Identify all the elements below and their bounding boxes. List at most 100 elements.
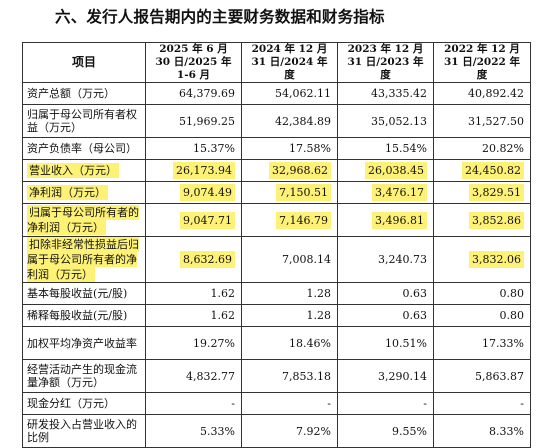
cell-value: 64,379.69: [145, 82, 242, 105]
table-row: 加权平均净资产收益率 19.27% 18.46% 10.51% 17.33%: [22, 326, 531, 360]
cell-value: 20.82%: [433, 137, 531, 160]
cell-value: 3,496.81: [337, 203, 434, 237]
table-row: 经营活动产生的现金流量净额（万元） 4,832.77 7,853.18 3,29…: [22, 359, 531, 393]
table-row-highlighted: 归属于母公司所有者的净利润（万元） 9,047.71 7,146.79 3,49…: [22, 203, 531, 237]
cell-value: 3,240.73: [337, 236, 434, 283]
cell-value: 1.28: [241, 304, 338, 327]
highlight-mark: 26,173.94: [173, 162, 235, 179]
row-label: 现金分红（万元）: [22, 392, 146, 415]
cell-value: 0.80: [433, 304, 531, 327]
page-title: 六、发行人报告期内的主要财务数据和财务指标: [55, 8, 385, 26]
column-header-2022: 2022 年 12 月 31 日/2022 年度: [433, 42, 531, 83]
highlight-mark: 3,496.81: [372, 211, 427, 229]
highlight-mark: 3,476.17: [372, 184, 427, 201]
table-row-highlighted: 净利润（万元） 9,074.49 7,150.51 3,476.17 3,829…: [22, 181, 531, 204]
row-label: 净利润（万元）: [22, 181, 146, 204]
cell-value: 54,062.11: [241, 82, 338, 105]
row-label: 扣除非经常性损益后归属于母公司所有者的净利润（万元）: [22, 236, 146, 283]
row-label: 研发投入占营业收入的比例: [22, 414, 146, 448]
cell-value: 0.63: [337, 282, 434, 305]
table-header-row: 项目 2025 年 6 月 30 日/2025 年 1-6 月 2024 年 1…: [22, 42, 531, 83]
table-row-highlighted: 扣除非经常性损益后归属于母公司所有者的净利润（万元） 8,632.69 7,00…: [22, 236, 531, 283]
row-label: 资产总额（万元）: [22, 82, 146, 105]
row-label: 归属于母公司所有者权益（万元）: [22, 104, 146, 138]
cell-value: 15.54%: [337, 137, 434, 160]
cell-value: 0.80: [433, 282, 531, 305]
cell-value: 8,632.69: [145, 236, 242, 283]
cell-value: 8.33%: [433, 414, 531, 448]
cell-value: 32,968.62: [241, 159, 338, 182]
table-row: 资产负债率（母公司） 15.37% 17.58% 15.54% 20.82%: [22, 137, 531, 160]
highlight-mark: 9,074.49: [180, 184, 235, 201]
cell-value: 43,335.42: [337, 82, 434, 105]
cell-value: 26,038.45: [337, 159, 434, 182]
cell-value: 26,173.94: [145, 159, 242, 182]
highlight-mark: 26,038.45: [365, 162, 427, 179]
table-row-highlighted: 营业收入（万元） 26,173.94 32,968.62 26,038.45 2…: [22, 159, 531, 182]
column-header-2023: 2023 年 12 月 31 日/2023 年度: [337, 42, 434, 83]
cell-value: 15.37%: [145, 137, 242, 160]
cell-value: 3,832.06: [433, 236, 531, 283]
row-label: 经营活动产生的现金流量净额（万元）: [22, 359, 146, 393]
highlight-mark: 3,829.51: [469, 184, 524, 201]
cell-value: 1.62: [145, 304, 242, 327]
table-row: 稀释每股收益(元/股) 1.62 1.28 0.63 0.80: [22, 304, 531, 327]
row-label: 基本每股收益(元/股): [22, 282, 146, 305]
table-row: 现金分红（万元） - - - -: [22, 392, 531, 415]
cell-value: 5.33%: [145, 414, 242, 448]
highlight-mark: 归属于母公司所有者的净利润（万元）: [27, 205, 139, 235]
highlight-mark: 营业收入（万元）: [27, 163, 119, 178]
cell-value: 0.63: [337, 304, 434, 327]
highlight-mark: 3,832.06: [469, 251, 524, 268]
row-label: 资产负债率（母公司）: [22, 137, 146, 160]
cell-value: 35,052.13: [337, 104, 434, 138]
cell-value: -: [433, 392, 531, 415]
cell-value: 4,832.77: [145, 359, 242, 393]
row-label: 稀释每股收益(元/股): [22, 304, 146, 327]
cell-value: 7.92%: [241, 414, 338, 448]
cell-value: 3,829.51: [433, 181, 531, 204]
cell-value: 24,450.82: [433, 159, 531, 182]
cell-value: 18.46%: [241, 326, 338, 360]
highlight-mark: 24,450.82: [462, 162, 524, 179]
column-header-2024: 2024 年 12 月 31 日/2024 年度: [241, 42, 338, 83]
cell-value: 9,047.71: [145, 203, 242, 237]
cell-value: 51,969.25: [145, 104, 242, 138]
cell-value: 17.33%: [433, 326, 531, 360]
cell-value: 7,146.79: [241, 203, 338, 237]
cell-value: 7,150.51: [241, 181, 338, 204]
cell-value: 1.28: [241, 282, 338, 305]
cell-value: 31,527.50: [433, 104, 531, 138]
column-header-2025h1: 2025 年 6 月 30 日/2025 年 1-6 月: [145, 42, 242, 83]
column-header-item: 项目: [22, 42, 146, 83]
cell-value: 9.55%: [337, 414, 434, 448]
cell-value: -: [337, 392, 434, 415]
table-row: 基本每股收益(元/股) 1.62 1.28 0.63 0.80: [22, 282, 531, 305]
table-row: 研发投入占营业收入的比例 5.33% 7.92% 9.55% 8.33%: [22, 414, 531, 448]
cell-value: 1.62: [145, 282, 242, 305]
row-label: 营业收入（万元）: [22, 159, 146, 182]
highlight-mark: 9,047.71: [180, 211, 235, 229]
cell-value: -: [145, 392, 242, 415]
cell-value: 42,384.89: [241, 104, 338, 138]
table-row: 资产总额（万元） 64,379.69 54,062.11 43,335.42 4…: [22, 82, 531, 105]
highlight-mark: 扣除非经常性损益后归属于母公司所有者的净利润（万元）: [27, 237, 139, 282]
highlight-mark: 7,146.79: [276, 211, 331, 229]
highlight-mark: 8,632.69: [180, 251, 235, 268]
cell-value: 17.58%: [241, 137, 338, 160]
table-row: 归属于母公司所有者权益（万元） 51,969.25 42,384.89 35,0…: [22, 104, 531, 138]
cell-value: 3,476.17: [337, 181, 434, 204]
cell-value: 19.27%: [145, 326, 242, 360]
cell-value: 3,290.14: [337, 359, 434, 393]
cell-value: 7,853.18: [241, 359, 338, 393]
cell-value: 9,074.49: [145, 181, 242, 204]
highlight-mark: 7,150.51: [276, 184, 331, 201]
row-label: 归属于母公司所有者的净利润（万元）: [22, 203, 146, 237]
cell-value: -: [241, 392, 338, 415]
cell-value: 7,008.14: [241, 236, 338, 283]
cell-value: 5,863.87: [433, 359, 531, 393]
highlight-mark: 净利润（万元）: [27, 185, 108, 200]
row-label: 加权平均净资产收益率: [22, 326, 146, 360]
cell-value: 40,892.42: [433, 82, 531, 105]
cell-value: 3,852.86: [433, 203, 531, 237]
